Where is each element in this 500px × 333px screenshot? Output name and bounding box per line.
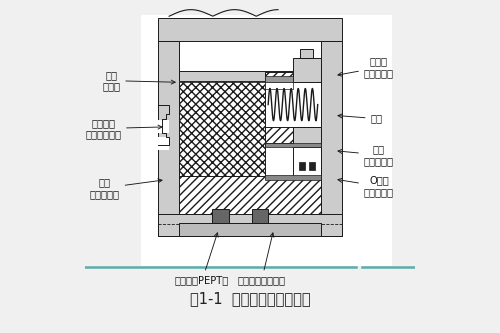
Text: 弹簧座
（不锈钢）: 弹簧座 （不锈钢） [338, 57, 394, 78]
Bar [179, 81, 265, 176]
Bar [293, 147, 321, 176]
Bar [158, 18, 342, 41]
Text: 图1-1  干气密封结构示意图: 图1-1 干气密封结构示意图 [190, 291, 310, 306]
Bar [179, 82, 204, 134]
Text: O型圈
（氟橡胶）: O型圈 （氟橡胶） [338, 175, 394, 197]
Bar [158, 41, 179, 236]
Text: 动环组件
（硬质合金）: 动环组件 （硬质合金） [85, 118, 162, 139]
Text: 轴套
（不锈钢）: 轴套 （不锈钢） [90, 177, 162, 199]
Bar [310, 162, 316, 170]
Bar [265, 76, 293, 82]
Bar [265, 72, 293, 144]
Bar [141, 15, 392, 265]
Text: 弹簧: 弹簧 [338, 114, 382, 124]
Bar [265, 143, 321, 147]
Text: 锁紧套（不锈钢）: 锁紧套（不锈钢） [238, 233, 286, 285]
Bar [265, 175, 321, 180]
Text: 静环
（碳）: 静环 （碳） [102, 70, 175, 92]
Bar [265, 82, 293, 89]
Bar [158, 137, 169, 150]
Bar [293, 58, 321, 82]
Bar [300, 49, 312, 58]
Bar [321, 41, 342, 236]
Bar [179, 71, 321, 82]
Bar [158, 120, 169, 134]
Bar [212, 209, 228, 223]
Bar [265, 82, 321, 127]
Bar [179, 81, 265, 82]
Bar [179, 223, 321, 236]
Bar [179, 176, 321, 214]
Bar [158, 214, 342, 236]
Bar [299, 162, 305, 170]
Bar [252, 209, 268, 223]
Text: 定位环（PEPT）: 定位环（PEPT） [175, 233, 229, 285]
Text: 推环
（不锈钢）: 推环 （不锈钢） [338, 144, 394, 166]
Bar [293, 127, 321, 145]
